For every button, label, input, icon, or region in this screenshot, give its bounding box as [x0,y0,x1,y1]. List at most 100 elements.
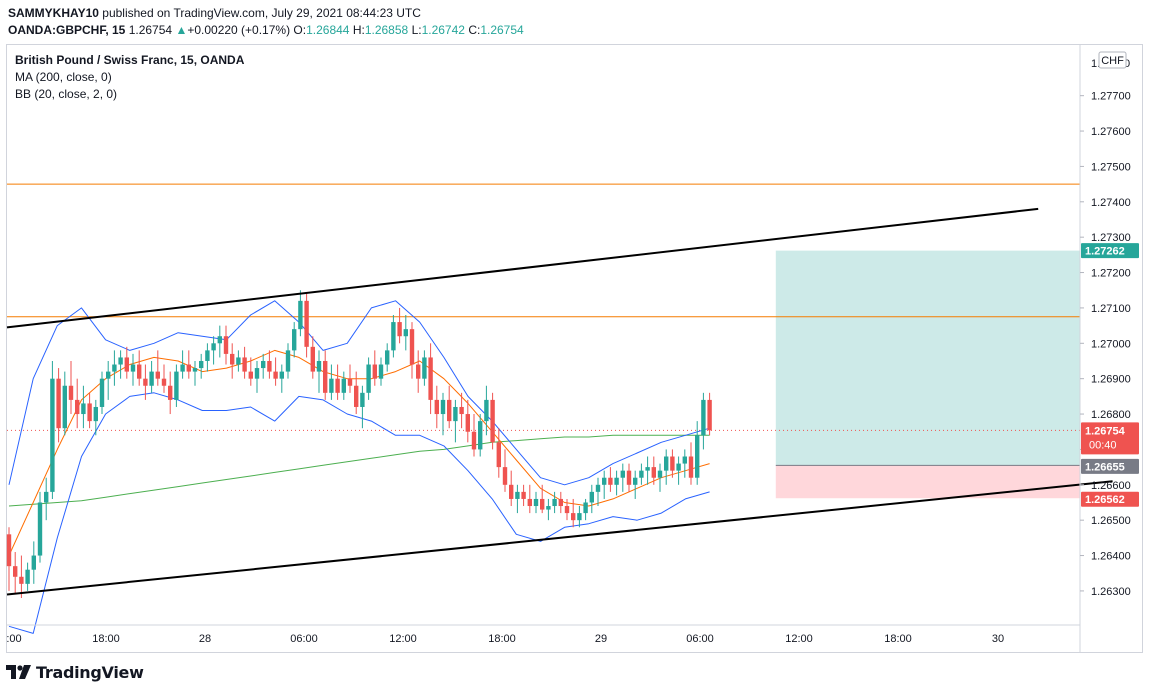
candle-body [329,378,334,393]
price-tick-label: 1.26800 [1091,409,1131,421]
candle-body [180,364,185,372]
candle-body [13,566,18,577]
candle-body [608,477,613,485]
candle-body [273,371,278,379]
candle-body [217,336,222,344]
price-tick-label: 1.26600 [1091,480,1131,492]
candle-body [267,360,272,372]
author-name[interactable]: SAMMYKHAY10 [8,6,99,20]
candle-body [633,477,638,485]
candle-body [56,378,61,429]
candle-body [614,477,619,485]
ohlc-line: OANDA:GBPCHF, 15 1.26754 ▲+0.00220 (+0.1… [8,22,524,39]
candle-body [521,491,526,499]
footer-brand[interactable]: TradingView [36,662,144,682]
candle-body [248,371,253,379]
candle-body [478,421,483,450]
candle-body [620,470,625,478]
candle-body [87,403,92,422]
candle-body [682,456,687,464]
candle-body [137,364,142,379]
candle-body [502,467,508,485]
bb-lower-line [8,392,710,634]
candle-body [261,360,266,369]
stop-zone [775,465,1080,499]
publish-line: SAMMYKHAY10 published on TradingView.com… [8,5,524,22]
candle-body [409,329,415,365]
candle-body [434,399,439,415]
candle-body [205,350,210,361]
candle-body [211,343,216,351]
legend-bb[interactable]: BB (20, close, 2, 0) [15,87,118,101]
candle-body [323,360,328,393]
candle-body [577,513,582,521]
candle-body [546,506,551,510]
time-tick-label: 29 [595,633,607,645]
published-text: published on TradingView.com, July 29, 2… [102,6,421,20]
candle-body [19,576,24,584]
candle-body [626,470,632,485]
candle-body [602,477,607,485]
high-label: H: [352,23,365,37]
candle-body [670,456,675,471]
currency-badge[interactable] [1098,51,1127,69]
currency-badge-label: CHF [1101,55,1124,67]
candle-body [44,491,49,503]
candle-body [372,364,377,379]
candle-body [676,463,681,471]
candle-body [453,406,458,422]
bb-upper-line [8,300,710,486]
candle-body [490,399,495,443]
ma200-line [8,434,710,507]
candle-body [68,385,74,400]
candle-body [93,406,98,422]
price-tick-label: 0 [1124,58,1130,70]
candle-body [25,569,30,584]
publish-header: SAMMYKHAY10 published on TradingView.com… [8,5,524,39]
candle-body [595,484,601,492]
legend-ma[interactable]: MA (200, close, 0) [15,70,112,84]
symbol-label: OANDA:GBPCHF, 15 [8,23,126,37]
price-tick-label: 1.26300 [1091,586,1131,598]
candle-body [75,399,80,415]
last-price: 1.26754 [128,23,173,37]
footer: TradingView [6,660,144,684]
candle-body [106,371,111,379]
candle-body [99,378,105,407]
time-tick-label: 18:00 [92,633,120,645]
candle-body [6,534,12,567]
candle-body [391,322,396,351]
up-arrow-icon: ▲ [175,23,188,37]
stop-price-badge-label: 1.26562 [1085,494,1125,506]
candle-body [496,442,501,468]
candle-body [347,378,353,386]
candle-body [645,467,650,471]
time-tick-label: 18:00 [488,633,516,645]
price-tick-label: 1.27300 [1091,232,1131,244]
low-label: L: [411,23,422,37]
candle-body [459,406,464,415]
candle-body [31,555,36,570]
trendline [6,480,1113,596]
price-tick-label: 1.26900 [1091,374,1131,386]
candle-body [223,336,229,354]
time-tick-label: 12:00 [785,633,813,645]
candle-body [149,371,154,386]
candle-body [155,371,160,379]
candle-body [484,399,489,422]
candle-body [378,364,384,379]
close-label: C: [468,23,481,37]
candle-body [509,484,514,499]
candle-body [316,360,322,372]
price-tick-label: 1.27200 [1091,268,1131,280]
candle-body [657,470,663,478]
candle-body [118,357,123,365]
time-tick-label: 18:00 [884,633,912,645]
chart-legend: British Pound / Swiss Franc, 15, OANDA M… [15,52,244,103]
candle-body [416,364,421,379]
candle-body [695,435,700,478]
price-tick-label: 1.27600 [1091,126,1131,138]
low-value: 1.26742 [421,23,465,37]
target-zone [775,250,1080,466]
